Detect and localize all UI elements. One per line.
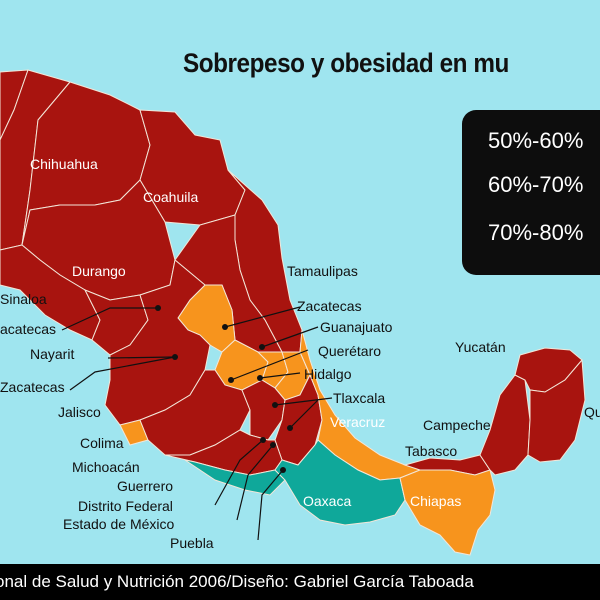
label-yucatan: Yucatán (455, 339, 506, 355)
leader-lines (61, 306, 333, 541)
region-chiapas (399, 469, 496, 556)
legend-item-60-70: 60%-70% (488, 172, 584, 197)
label-veracruz: Veracruz (330, 414, 386, 430)
label-tamaulipas: Tamaulipas (287, 263, 358, 279)
footer-bar: onal de Salud y Nutrición 2006/Diseño: G… (0, 564, 600, 600)
label-guerrero: Guerrero (117, 478, 174, 494)
footer-credit: onal de Salud y Nutrición 2006/Diseño: G… (0, 572, 474, 591)
legend-item-50-60: 50%-60% (488, 128, 584, 153)
label-zacatecas: Zacatecas (297, 298, 362, 314)
label-quintana-roo: Qu (584, 404, 600, 420)
label-durango: Durango (72, 263, 126, 279)
label-queretaro: Querétaro (318, 343, 382, 359)
legend-item-70-80: 70%-80% (488, 220, 584, 245)
label-oaxaca: Oaxaca (303, 493, 352, 509)
label-zacatecas-left: acatecas (0, 321, 57, 337)
label-campeche: Campeche (423, 417, 491, 433)
label-hidalgo: Hidalgo (304, 366, 352, 382)
label-chiapas: Chiapas (410, 493, 462, 509)
leader-dots (155, 305, 293, 473)
label-nayarit: Nayarit (30, 346, 75, 362)
label-colima: Colima (80, 435, 124, 451)
label-puebla: Puebla (170, 535, 214, 551)
label-zacatecas-left2: Zacatecas (0, 379, 65, 395)
label-estado-de-mexico: Estado de México (63, 516, 175, 532)
label-distrito-federal: Distrito Federal (78, 498, 173, 514)
label-coahuila: Coahuila (143, 189, 199, 205)
label-michoacan: Michoacán (72, 459, 140, 475)
label-tlaxcala: Tlaxcala (333, 390, 386, 406)
label-guanajuato: Guanajuato (320, 319, 393, 335)
label-tabasco: Tabasco (405, 443, 458, 459)
label-chihuahua: Chihuahua (30, 156, 98, 172)
label-sinaloa: Sinaloa (0, 291, 47, 307)
map-title: Sobrepeso y obesidad en mu (183, 48, 509, 78)
region-quintana-roo (527, 358, 586, 463)
label-jalisco: Jalisco (58, 404, 101, 420)
legend: 50%-60% 60%-70% 70%-80% (462, 110, 600, 275)
